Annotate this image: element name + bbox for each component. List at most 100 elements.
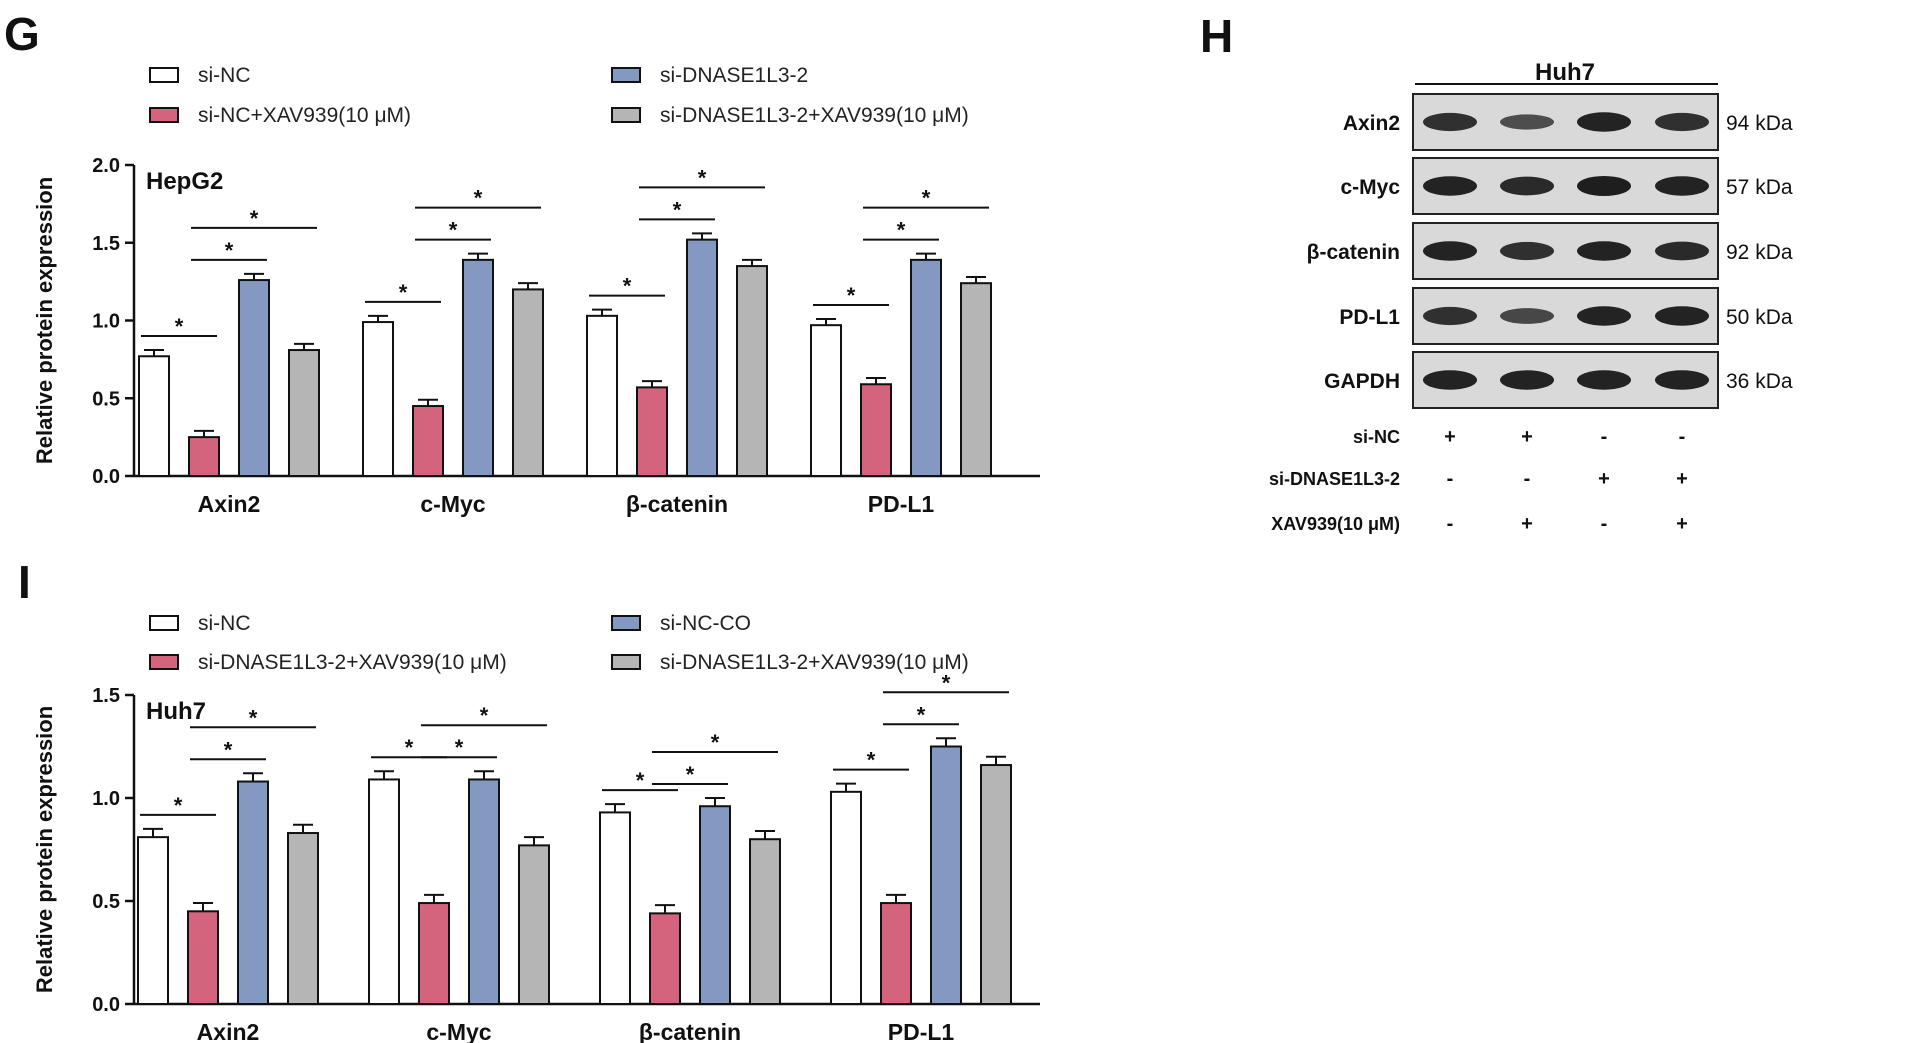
significance-star: * (455, 735, 464, 760)
blot-band (1577, 370, 1631, 390)
y-tick-label: 0.0 (92, 994, 120, 1016)
condition-label: XAV939(10 μM) (1271, 514, 1400, 534)
chart-title: HepG2 (146, 168, 223, 195)
category-label: c-Myc (420, 491, 485, 517)
significance-star: * (673, 197, 682, 222)
category-label: β-catenin (626, 491, 728, 517)
significance-star: * (917, 702, 926, 727)
condition-sign: - (1601, 426, 1608, 448)
blot-band (1423, 241, 1477, 261)
bar (138, 355, 170, 478)
blot-protein-label: PD-L1 (1339, 306, 1400, 329)
bar (368, 778, 400, 1006)
legend-label: si-DNASE1L3-2+XAV939(10 μM) (198, 651, 507, 674)
category-label: β-catenin (639, 1019, 741, 1043)
blot-band (1655, 306, 1709, 326)
significance-star: * (480, 703, 489, 728)
category-label: c-Myc (426, 1019, 491, 1043)
blot-kda-label: 57 kDa (1726, 176, 1793, 199)
condition-sign: - (1524, 468, 1531, 490)
condition-sign: + (1598, 468, 1610, 490)
blot-protein-label: c-Myc (1340, 176, 1400, 199)
bar (736, 265, 768, 478)
significance-star: * (636, 768, 645, 793)
legend-label: si-NC (198, 612, 251, 635)
bar (586, 314, 618, 477)
category-label: Axin2 (197, 1019, 260, 1043)
significance-star: * (711, 730, 720, 755)
blot-band (1500, 114, 1554, 130)
bar (910, 258, 942, 478)
significance-star: * (174, 793, 183, 818)
bar (462, 258, 494, 478)
western-blot-huh7: Huh7 Axin2 94 kDa c-Myc 57 kDa β-catenin 92 kD… (1269, 59, 1793, 535)
bar (980, 764, 1012, 1005)
bar (237, 780, 269, 1006)
significance-star: * (686, 762, 695, 787)
bar (686, 238, 718, 477)
blot-band (1423, 306, 1477, 326)
legend-swatch (149, 107, 179, 123)
bar (749, 838, 781, 1006)
panel-letter-g: G (4, 8, 40, 60)
bar (930, 745, 962, 1005)
blot-band (1577, 176, 1631, 196)
condition-sign: + (1676, 513, 1688, 535)
significance-star: * (942, 670, 951, 695)
bar (188, 436, 220, 477)
blot-band (1423, 112, 1477, 132)
significance-star: * (449, 218, 458, 243)
bar (699, 805, 731, 1005)
bar (362, 321, 394, 477)
legend-label: si-NC-CO (660, 612, 751, 635)
category-label: PD-L1 (888, 1019, 955, 1043)
significance-star: * (474, 186, 483, 211)
bar (599, 811, 631, 1005)
significance-star: * (175, 314, 184, 339)
bar (187, 910, 219, 1005)
blot-band (1577, 112, 1631, 132)
chart-hepg2: si-NC si-NC+XAV939(10 μM) si-DNASE1L3-2 si-… (32, 64, 1040, 517)
y-tick-label: 1.5 (92, 233, 120, 255)
bar (880, 902, 912, 1005)
y-tick-label: 1.0 (92, 311, 120, 333)
significance-star: * (847, 283, 856, 308)
blot-kda-label: 92 kDa (1726, 241, 1793, 264)
legend-label: si-DNASE1L3-2 (660, 64, 808, 87)
bar (810, 324, 842, 478)
bar (636, 386, 668, 477)
blot-protein-label: β-catenin (1307, 241, 1400, 264)
legend-swatch (611, 654, 641, 670)
blot-band (1655, 370, 1709, 390)
condition-label: si-NC (1353, 427, 1400, 447)
bar (512, 288, 544, 477)
y-axis-label: Relative protein expression (32, 177, 57, 464)
bar (412, 405, 444, 477)
condition-sign: - (1601, 513, 1608, 535)
bar (468, 778, 500, 1006)
bar (518, 844, 550, 1005)
bar (288, 349, 320, 478)
condition-sign: - (1679, 426, 1686, 448)
y-axis-label: Relative protein expression (32, 706, 57, 993)
legend-swatch (149, 615, 179, 631)
blot-band (1423, 370, 1477, 390)
condition-sign: - (1447, 468, 1454, 490)
significance-star: * (623, 274, 632, 299)
bar (418, 902, 450, 1005)
y-tick-label: 1.0 (92, 788, 120, 810)
panel-letter-h: H (1200, 10, 1233, 62)
significance-star: * (897, 218, 906, 243)
condition-sign: + (1444, 426, 1456, 448)
category-label: PD-L1 (868, 491, 935, 517)
bar (137, 836, 169, 1006)
bar (960, 282, 992, 477)
legend-swatch (149, 67, 179, 83)
y-tick-label: 0.0 (92, 466, 120, 488)
legend-label: si-NC+XAV939(10 μM) (198, 104, 411, 127)
blot-band (1655, 112, 1709, 132)
chart-title: Huh7 (146, 698, 206, 725)
blot-protein-label: Axin2 (1343, 112, 1400, 135)
bar (860, 383, 892, 478)
